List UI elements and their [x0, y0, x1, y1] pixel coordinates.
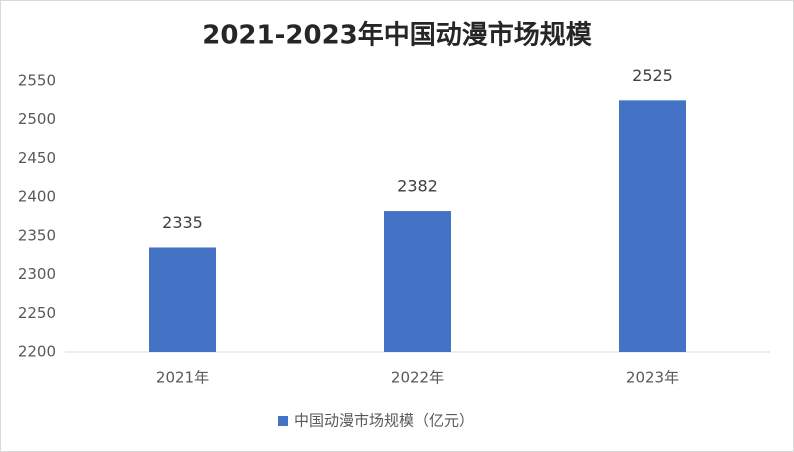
y-tick-label: 2300: [18, 265, 56, 283]
y-tick-label: 2500: [18, 110, 56, 128]
y-tick-label: 2200: [18, 343, 56, 361]
bar: [149, 247, 216, 352]
y-tick-label: 2400: [18, 188, 56, 206]
x-tick-label: 2021年: [156, 369, 209, 387]
bar: [384, 211, 451, 352]
x-tick-label: 2023年: [626, 369, 679, 387]
y-tick-label: 2350: [18, 226, 56, 244]
data-label: 2335: [162, 213, 203, 232]
chart-title: 2021-2023年中国动漫市场规模: [202, 20, 593, 51]
bar: [619, 100, 686, 352]
y-tick-label: 2250: [18, 304, 56, 322]
data-label: 2382: [397, 177, 438, 196]
x-tick-label: 2022年: [391, 369, 444, 387]
data-label: 2525: [632, 66, 673, 85]
y-tick-label: 2550: [18, 72, 56, 90]
legend-swatch: [278, 416, 288, 426]
y-tick-label: 2450: [18, 149, 56, 167]
legend-label: 中国动漫市场规模（亿元）: [294, 412, 474, 430]
